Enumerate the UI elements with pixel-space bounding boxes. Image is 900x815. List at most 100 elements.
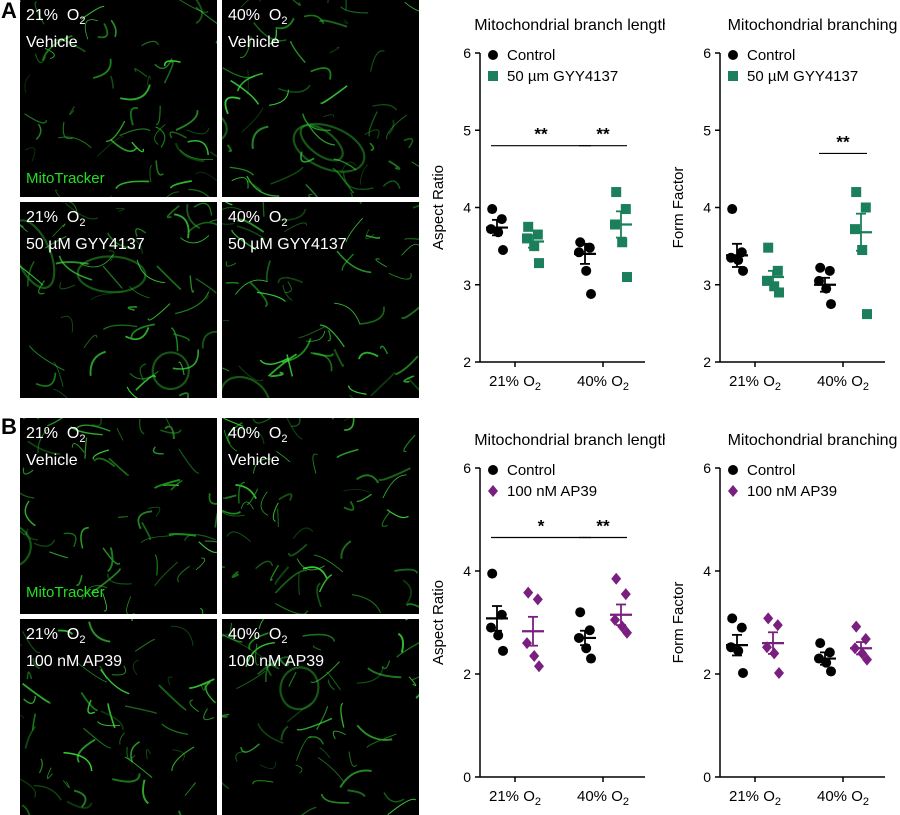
data-point (857, 647, 868, 660)
y-tick-label: 4 (703, 563, 711, 579)
data-point (620, 204, 631, 215)
data-point (763, 242, 774, 253)
data-point (611, 187, 622, 198)
data-point (522, 637, 532, 650)
data-point (617, 237, 628, 248)
y-tick-label: 2 (703, 666, 711, 682)
data-point (733, 255, 744, 266)
legend-marker (728, 50, 738, 60)
data-point (620, 588, 631, 601)
panel-b-letter: B (1, 414, 17, 439)
legend-label: Control (747, 47, 795, 64)
data-point (586, 653, 596, 664)
y-tick-label: 6 (703, 460, 711, 476)
data-point (529, 649, 540, 662)
data-point (498, 244, 508, 255)
data-point (763, 612, 774, 625)
y-tick-label: 2 (703, 354, 711, 370)
micrograph-b-4: 40% O2 100 nM AP39 (222, 619, 419, 815)
y-tick-label: 6 (463, 460, 471, 476)
data-point (622, 272, 632, 283)
y-axis-label: Form Factor (670, 582, 687, 664)
micrograph-label: 40% O2 50 µM GYY4137 (228, 209, 347, 254)
data-point (774, 287, 784, 298)
micrograph-b-3: 21% O2 100 nM AP39 (20, 619, 217, 815)
micrograph-label: 21% O2 Vehicle (26, 7, 86, 52)
data-point (534, 258, 544, 269)
data-point (736, 622, 747, 633)
y-tick-label: 0 (703, 769, 711, 785)
data-point (532, 593, 543, 606)
y-tick-label: 6 (703, 45, 711, 61)
legend-marker (728, 71, 738, 81)
data-point (772, 619, 783, 632)
y-tick-label: 5 (703, 122, 711, 138)
legend-label: Control (507, 47, 555, 64)
data-point (574, 247, 584, 258)
x-tick-label: 21% O2 (729, 788, 781, 808)
chart-title: Mitochondrial branch length (474, 17, 665, 34)
x-tick-label: 40% O2 (817, 788, 869, 808)
data-point (826, 666, 836, 677)
legend-marker (728, 465, 738, 475)
data-point (496, 609, 507, 620)
y-tick-label: 5 (463, 122, 471, 138)
data-point (727, 204, 738, 215)
micrograph-a-1: 21% O2 Vehicle MitoTracker (20, 0, 217, 197)
y-tick-label: 4 (463, 563, 471, 579)
significance-label: ** (534, 125, 548, 144)
chart-title: Mitochondrial branch length (474, 432, 665, 449)
data-point (586, 289, 596, 300)
data-point (581, 265, 592, 276)
panel-a-letter: A (1, 0, 17, 23)
legend-label: 50 µm GYY4137 (507, 68, 618, 85)
data-point (575, 607, 586, 618)
micrograph-label: 21% O2 50 µM GYY4137 (26, 209, 145, 254)
data-point (617, 620, 628, 633)
legend-marker (488, 71, 498, 81)
y-tick-label: 2 (463, 666, 471, 682)
y-tick-label: 2 (463, 354, 471, 370)
legend-label: 50 µM GYY4137 (747, 68, 858, 85)
x-tick-label: 21% O2 (729, 373, 781, 393)
data-point (826, 299, 836, 310)
data-point (575, 237, 586, 248)
micrograph-a-2: 40% O2 Vehicle (222, 0, 419, 197)
y-tick-label: 4 (703, 200, 711, 216)
significance-label: ** (596, 125, 610, 144)
micrograph-label: 21% O2 100 nM AP39 (26, 626, 123, 671)
x-tick-label: 40% O2 (577, 373, 629, 393)
data-point (738, 265, 748, 276)
micrograph-label: 40% O2 Vehicle (228, 425, 288, 470)
mitotracker-label: MitoTracker (26, 584, 105, 601)
data-point (774, 666, 784, 679)
x-tick-label: 21% O2 (489, 788, 541, 808)
x-tick-label: 40% O2 (577, 788, 629, 808)
micrograph-b-2: 40% O2 Vehicle (222, 418, 419, 614)
significance-label: ** (836, 132, 850, 151)
data-point (622, 626, 632, 639)
chart-b-branching: Mitochondrial branching 0 2 4 6 Form Factor 21… (670, 432, 898, 808)
x-tick-label: 21% O2 (489, 373, 541, 393)
significance-label: ** (596, 517, 610, 536)
legend-marker (728, 485, 738, 497)
y-tick-label: 4 (463, 200, 471, 216)
micrograph-a-3: 21% O2 50 µM GYY4137 (20, 202, 217, 398)
data-point (610, 613, 620, 626)
legend-marker (488, 50, 498, 60)
micrograph-label: 40% O2 100 nM AP39 (228, 626, 325, 671)
legend-marker (488, 465, 498, 475)
data-point (733, 645, 744, 656)
y-tick-label: 3 (703, 277, 711, 293)
data-point (611, 572, 622, 585)
data-point (738, 667, 748, 678)
data-point (815, 262, 826, 273)
chart-title: Mitochondrial branching (728, 432, 898, 449)
y-axis-label: Form Factor (670, 167, 687, 249)
data-point (529, 241, 540, 252)
data-point (522, 233, 532, 244)
data-point (851, 187, 862, 198)
chart-b-branch-length: Mitochondrial branch length 0 2 4 6 Aspect Ra… (430, 432, 665, 808)
x-tick-label: 40% O2 (817, 373, 869, 393)
data-point (534, 660, 544, 673)
